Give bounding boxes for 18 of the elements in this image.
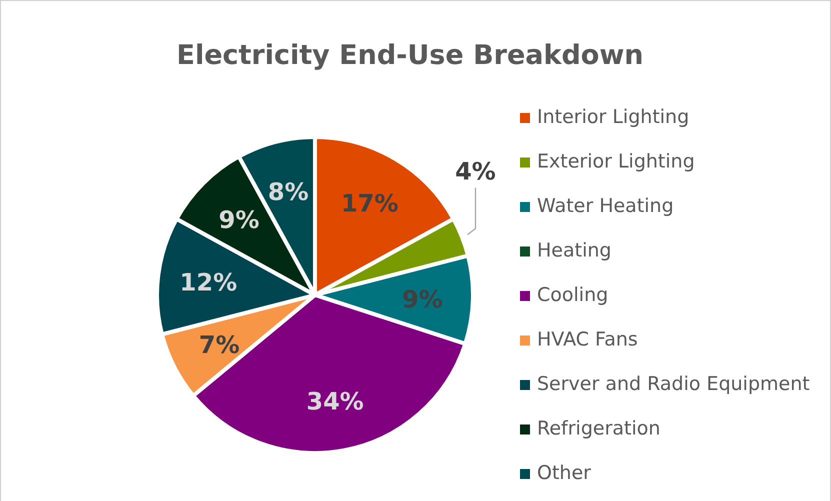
legend-label: Interior Lighting (537, 106, 690, 128)
data-label: 9% (402, 285, 443, 314)
legend-label: Server and Radio Equipment (537, 373, 810, 395)
chart-title: Electricity End-Use Breakdown (176, 40, 644, 71)
legend-label: Heating (537, 240, 612, 262)
data-label: 7% (198, 330, 240, 359)
legend-label: Other (537, 462, 592, 484)
data-label: 8% (268, 178, 309, 206)
data-label: 34% (306, 388, 364, 416)
legend-label: Cooling (537, 284, 608, 306)
legend-label: Refrigeration (537, 418, 660, 440)
legend-label: Water Heating (537, 195, 674, 217)
data-label: 17% (340, 190, 398, 218)
legend-label: Exterior Lighting (537, 150, 695, 172)
data-label: 12% (180, 268, 238, 297)
legend-label: HVAC Fans (537, 328, 638, 350)
data-label: 9% (218, 206, 260, 234)
data-label: 4% (455, 158, 496, 186)
